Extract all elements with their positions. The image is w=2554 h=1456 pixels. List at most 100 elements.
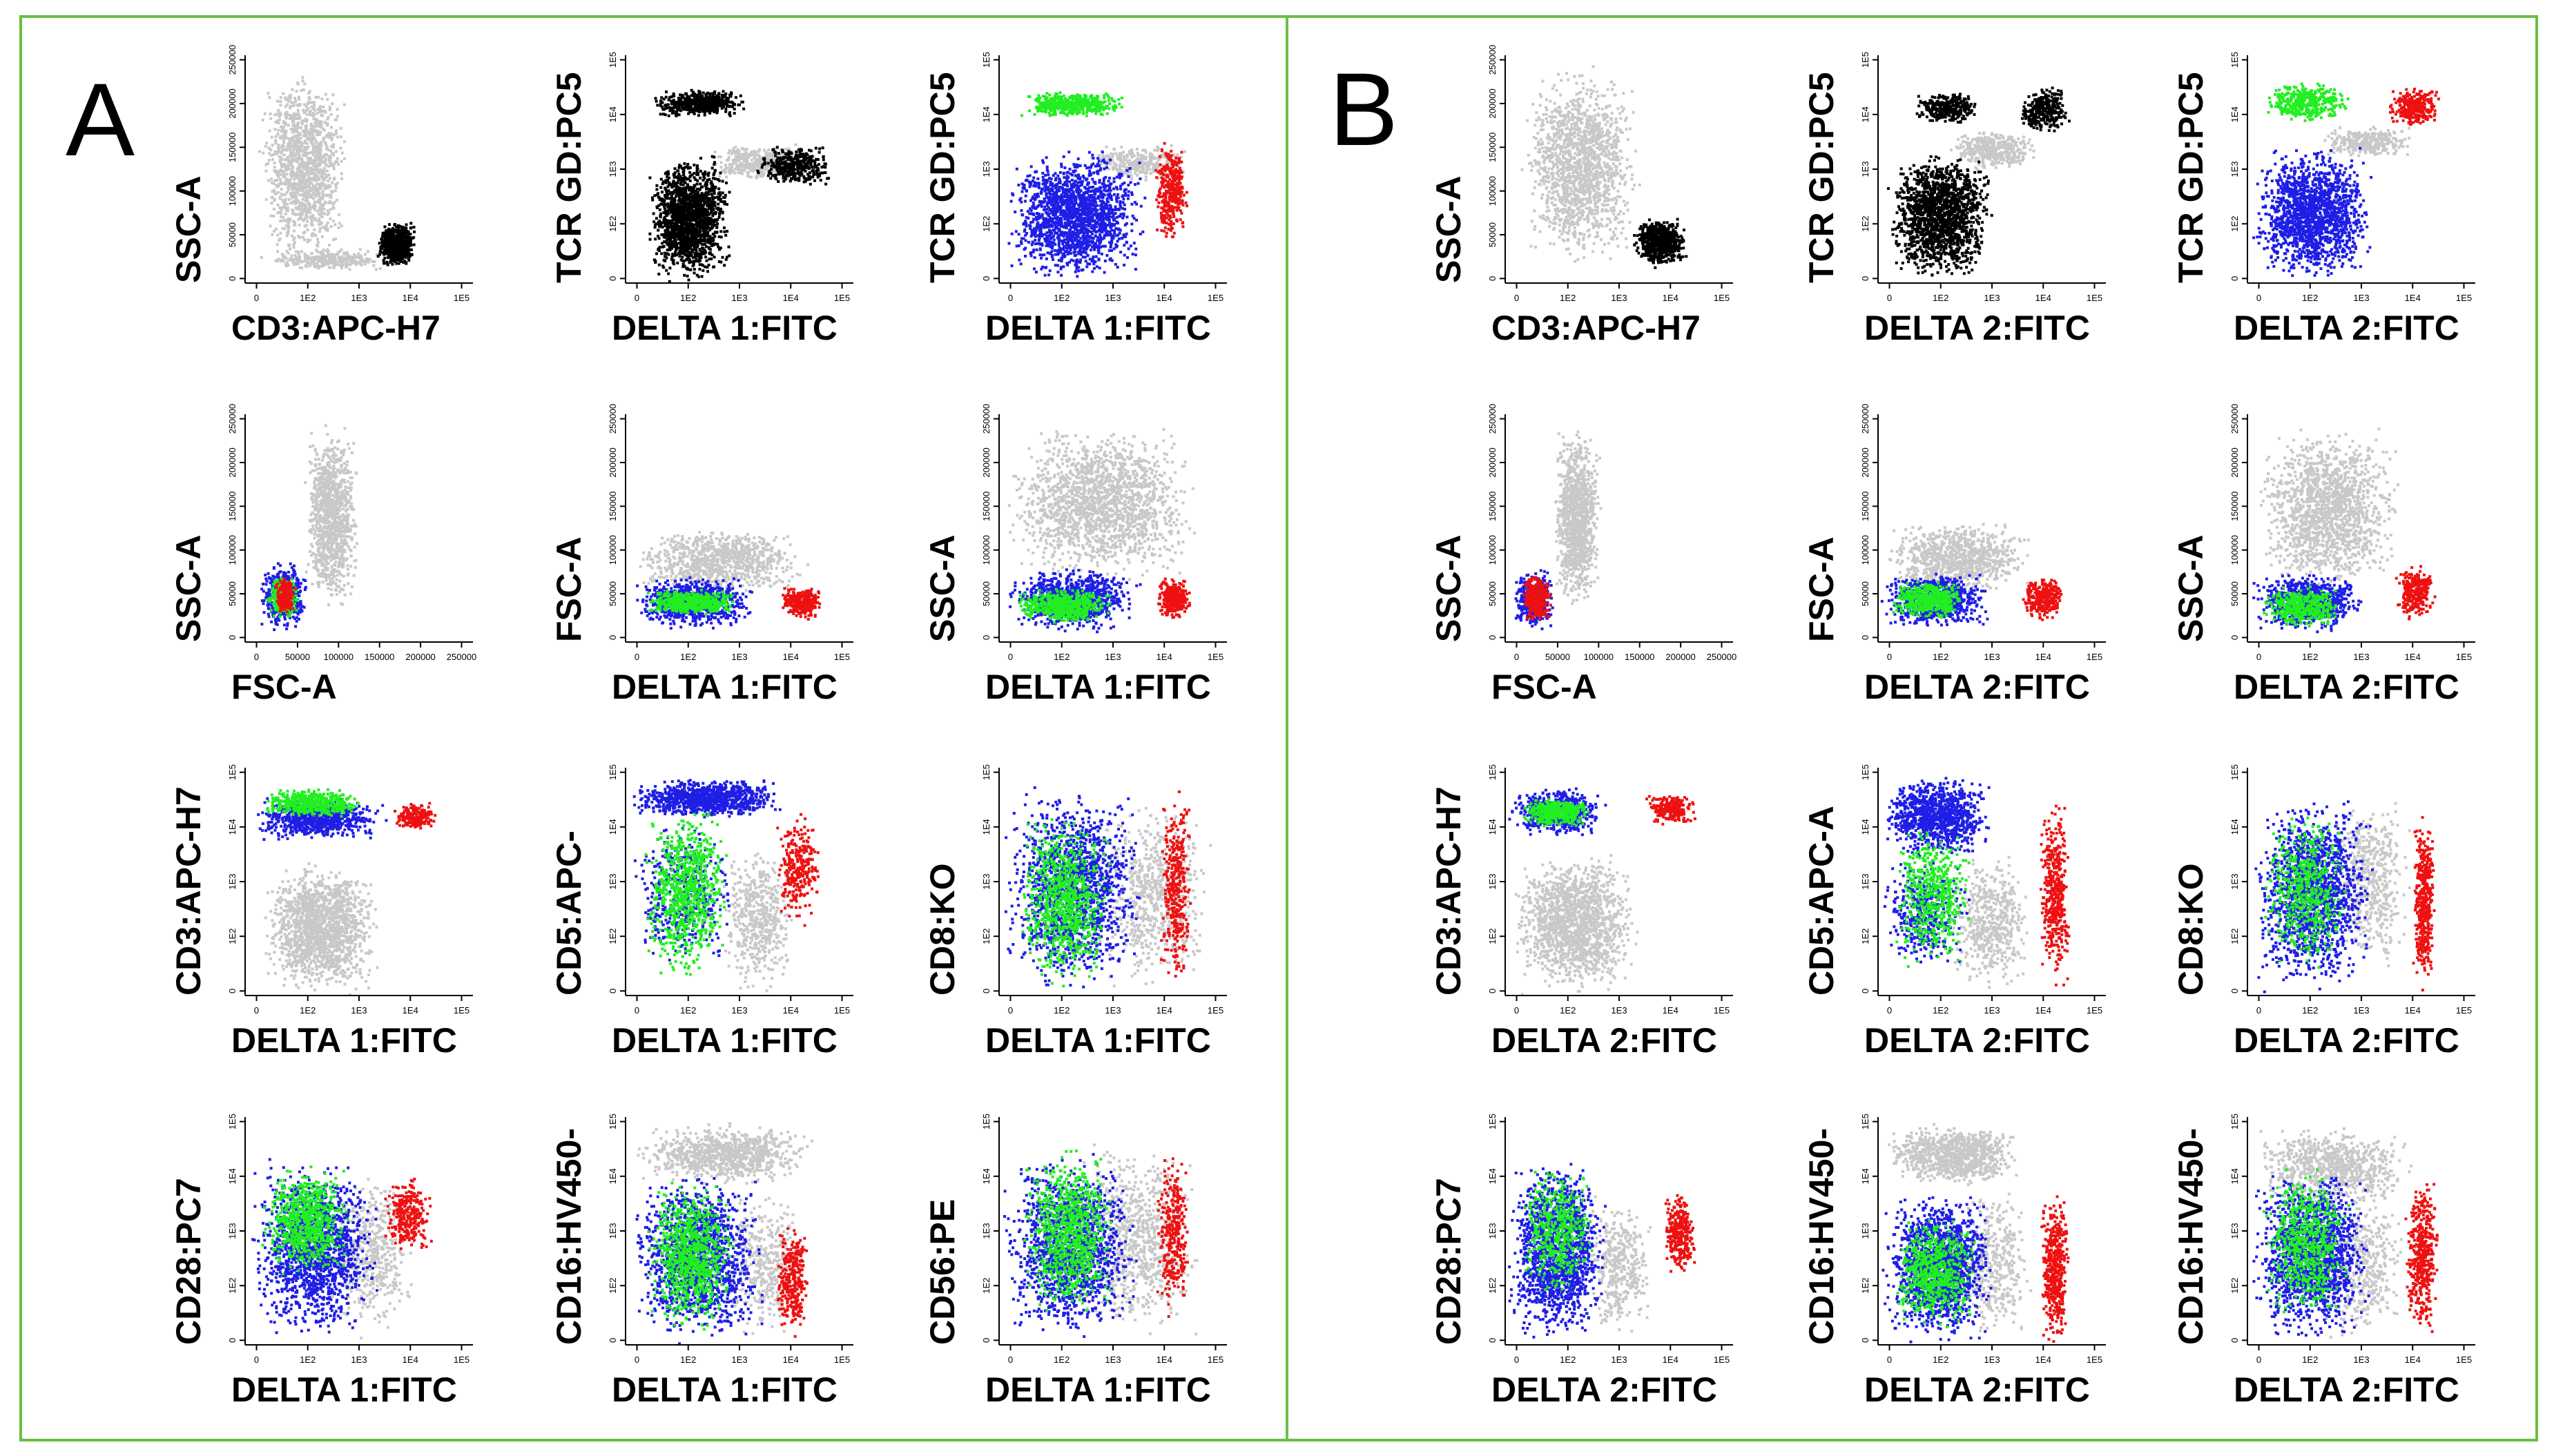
event-dot [326,98,329,101]
event-dot [320,126,322,128]
event-dot [277,109,280,112]
event-dot [282,93,284,95]
event-dot [302,210,305,213]
event-dot [271,144,274,146]
event-dot [309,113,311,115]
event-dot [702,269,704,272]
event-dot [278,196,281,199]
event-dot [301,188,304,191]
event-dot [716,222,719,225]
event-dot [285,224,288,227]
event-dot [311,106,313,109]
event-dot [713,173,715,176]
event-dot [340,224,343,227]
event-dot [411,237,414,240]
event-dot [696,191,699,194]
event-dot [317,96,320,99]
event-dot [314,130,317,133]
event-dot [284,105,287,108]
event-dot [288,181,291,184]
event-dot [657,229,659,232]
event-dot [731,153,733,155]
event-dot [338,222,341,225]
event-dot [276,243,279,246]
event-dot [322,106,325,108]
event-dot [308,205,311,208]
event-dot [284,179,287,182]
event-dot [313,117,316,120]
event-dot [298,188,300,191]
event-dot [668,266,671,269]
event-dot [311,218,313,221]
event-dot [340,264,342,266]
event-dot [676,227,679,230]
event-dot [364,262,367,265]
event-dot [309,161,312,164]
event-dot [280,208,282,211]
event-dot [270,215,273,217]
y-axis-title: SSC-A [169,175,208,283]
event-dot [298,213,301,215]
event-dot [331,137,333,139]
event-dot [307,184,310,187]
event-dot [286,261,289,264]
event-dot [296,261,299,264]
event-dot [652,212,655,215]
event-dot [308,98,311,101]
event-dot [284,148,287,151]
event-dot [345,262,347,265]
event-dot [300,250,303,253]
event-dot [289,139,291,142]
event-dot [387,256,389,259]
event-dot [390,233,393,236]
event-dot [307,200,309,203]
event-dot [325,93,327,96]
event-dot [291,165,294,168]
event-dot [281,194,284,197]
event-dot [312,137,315,139]
event-dot [302,236,304,239]
event-dot [322,175,325,178]
event-dot [274,128,277,130]
event-dot [659,208,661,211]
event-dot [282,142,285,144]
event-dot [393,250,396,253]
x-axis-title: CD3:APC-H7 [231,309,441,347]
event-dot [311,179,314,182]
event-dot [320,197,323,200]
event-dot [320,222,323,224]
event-dot [282,145,285,148]
event-dot [718,175,721,177]
event-dot [320,110,323,113]
event-dot [724,170,727,173]
event-dot [321,182,324,184]
event-dot [306,113,309,116]
event-dot [409,244,412,247]
event-dot [673,179,675,182]
event-dot [312,112,315,115]
event-dot [300,144,302,147]
event-dot [289,248,291,251]
event-dot [311,144,314,147]
event-dot [648,233,651,235]
event-dot [708,178,710,181]
event-dot [693,268,696,271]
event-dot [313,263,316,266]
event-dot [722,180,724,183]
event-dot [267,92,270,95]
event-dot [305,197,308,200]
event-dot [333,262,336,265]
event-dot [282,216,284,219]
event-dot [717,155,720,158]
event-dot [664,224,666,227]
event-dot [722,217,724,220]
event-dot [294,213,297,216]
event-dot [290,101,293,104]
event-dot [339,147,342,150]
event-dot [703,243,706,246]
event-dot [314,266,317,269]
event-dot [752,153,755,156]
event-dot [286,203,289,206]
event-dot [399,252,402,255]
event-dot [287,166,289,168]
